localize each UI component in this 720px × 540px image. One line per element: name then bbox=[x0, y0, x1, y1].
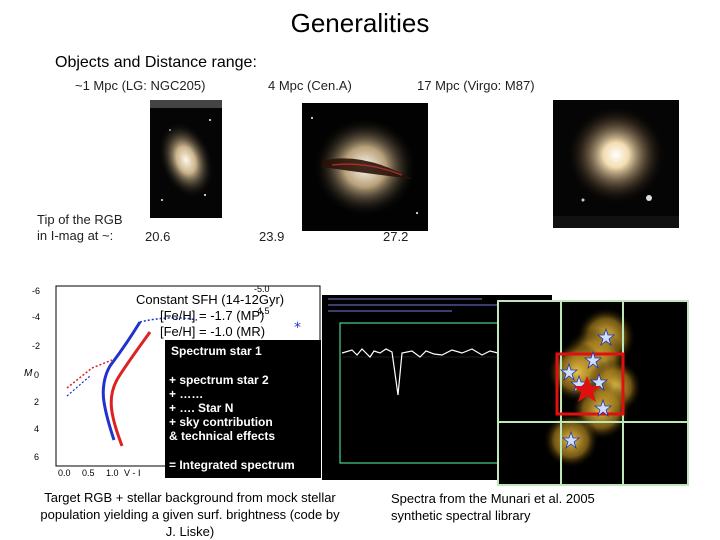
cmd-mp-track bbox=[101, 321, 142, 441]
cmd-toptick-0: -5.0 bbox=[254, 284, 270, 294]
caption-left-line3: J. Liske) bbox=[165, 524, 215, 539]
spectrum-item-2: + spectrum star 2 bbox=[169, 373, 269, 387]
spectrum-list-panel: Spectrum star 1 + spectrum star 2 + …… +… bbox=[165, 340, 321, 478]
tip-value-m87: 27.2 bbox=[383, 229, 409, 244]
selected-cell-highlight bbox=[555, 352, 625, 416]
cmd-mp-agb bbox=[66, 375, 91, 397]
cmd-mp-hb bbox=[139, 317, 198, 323]
cmd-ytick-0: -6 bbox=[32, 286, 40, 296]
tip-value-cena: 23.9 bbox=[259, 229, 285, 244]
cmd-ytick-2: -2 bbox=[32, 341, 40, 351]
spectrum-item-6: & technical effects bbox=[169, 429, 276, 443]
object-label-cena: 4 Mpc (Cen.A) bbox=[268, 78, 352, 93]
cmd-mr-track bbox=[109, 331, 152, 447]
cmd-xtick-1: 0.5 bbox=[82, 468, 95, 478]
star-icon bbox=[583, 350, 603, 370]
caption-right: Spectra from the Munari et al. 2005 synt… bbox=[391, 490, 691, 524]
object-label-m87: 17 Mpc (Virgo: M87) bbox=[417, 78, 535, 93]
cmd-star-marker-icon: * bbox=[294, 320, 301, 336]
cmd-xtick-0: 0.0 bbox=[58, 468, 71, 478]
star-grid-panel bbox=[497, 300, 689, 486]
tip-rgb-label-line2: in I-mag at ~: bbox=[37, 228, 114, 243]
cmd-ytick-3: 0 bbox=[34, 370, 39, 380]
spectrum-item-3: + …… bbox=[169, 387, 204, 401]
star-icon bbox=[593, 398, 613, 418]
sfh-line3: [Fe/H] = -1.0 (MR) bbox=[160, 324, 266, 339]
spectrum-item-7: = Integrated spectrum bbox=[169, 458, 295, 472]
cmd-xlabel: V - I bbox=[124, 468, 141, 478]
sfh-line1: Constant SFH (14-12Gyr) bbox=[136, 292, 285, 307]
star-icon bbox=[561, 430, 581, 450]
target-star-icon bbox=[573, 376, 601, 402]
sfh-line2: [Fe/H] = -1.7 (MP) bbox=[160, 308, 265, 323]
tip-rgb-label-line1: Tip of the RGB bbox=[37, 212, 123, 227]
cena-image bbox=[302, 103, 428, 231]
spectrum-item-1: Spectrum star 1 bbox=[171, 344, 262, 358]
caption-left-line1: Target RGB + stellar background from moc… bbox=[44, 490, 336, 505]
cmd-ylabel: M bbox=[24, 368, 33, 379]
slide-title: Generalities bbox=[290, 8, 430, 38]
spectrum-item-4: + …. Star N bbox=[169, 401, 234, 415]
cmd-ytick-1: -4 bbox=[32, 312, 40, 322]
spectrum-item-5: + sky contribution bbox=[169, 415, 273, 429]
tip-value-ngc205: 20.6 bbox=[145, 229, 171, 244]
star-icon bbox=[559, 362, 579, 382]
caption-right-line1: Spectra from the Munari et al. 2005 bbox=[391, 491, 595, 506]
caption-left: Target RGB + stellar background from moc… bbox=[20, 489, 360, 540]
caption-right-line2: synthetic spectral library bbox=[391, 508, 531, 523]
object-label-ngc205: ~1 Mpc (LG: NGC205) bbox=[75, 78, 206, 93]
sfh-legend: Constant SFH (14-12Gyr) [Fe/H] = -1.7 (M… bbox=[136, 292, 284, 340]
star-icon bbox=[596, 327, 616, 347]
cmd-mr-agb bbox=[66, 359, 113, 389]
caption-left-line2: population yielding a given surf. bright… bbox=[40, 507, 340, 522]
tip-rgb-label: Tip of the RGB in I-mag at ~: bbox=[37, 212, 123, 244]
ngc205-image bbox=[150, 100, 222, 218]
cmd-xtick-2: 1.0 bbox=[106, 468, 119, 478]
cmd-ytick-4: 2 bbox=[34, 397, 39, 407]
slide-subtitle: Objects and Distance range: bbox=[55, 54, 257, 71]
cmd-ytick-6: 6 bbox=[34, 452, 39, 462]
cmd-ytick-5: 4 bbox=[34, 424, 39, 434]
cmd-toptick-1: -4.5 bbox=[254, 306, 270, 316]
m87-image bbox=[553, 100, 679, 228]
